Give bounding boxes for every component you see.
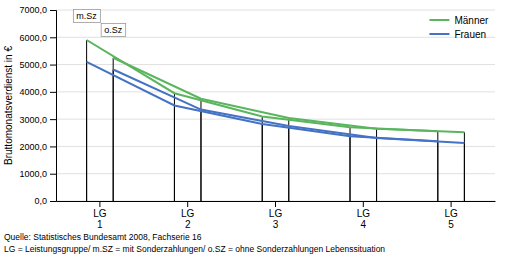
annotation: o.Sz	[101, 24, 126, 37]
drop-line	[113, 58, 114, 201]
y-tick-mark	[50, 37, 56, 38]
grid-line	[56, 173, 495, 174]
drop-line	[174, 106, 175, 202]
y-tick-label: 3000,0	[19, 115, 47, 125]
footnotes: Quelle: Statistisches Bundesamt 2008, Fa…	[4, 232, 385, 254]
drop-line	[200, 110, 201, 201]
y-tick-mark	[50, 174, 56, 175]
y-tick-label: 2000,0	[19, 142, 47, 152]
grid-line	[56, 10, 495, 11]
grid-line	[56, 37, 495, 38]
drop-line	[464, 143, 465, 201]
drop-line	[350, 136, 351, 201]
y-tick: 1000,0	[19, 169, 56, 179]
y-tick-mark	[50, 119, 56, 120]
x-axis: LG1 LG2 LG3 LG4 LG5	[57, 201, 496, 230]
legend-item: Männer	[429, 15, 489, 26]
drop-line	[174, 93, 175, 201]
legend-swatch	[429, 33, 449, 35]
y-tick: 4000,0	[19, 87, 56, 97]
legend-label: Frauen	[454, 29, 486, 40]
drop-line	[86, 40, 87, 201]
y-tick: 3000,0	[19, 115, 56, 125]
x-tick-mark	[187, 201, 188, 207]
drop-line	[376, 129, 377, 201]
chart: 0,0 1000,0 2000,0 3000,0 4000,0 5000,0 6000,0 7…	[0, 0, 505, 257]
grid-line	[56, 91, 495, 92]
y-axis-line	[50, 11, 57, 202]
drop-line	[288, 126, 289, 201]
y-tick-mark	[50, 146, 56, 147]
x-tick-mark	[99, 201, 100, 207]
y-tick: 5000,0	[19, 60, 56, 70]
y-tick-label: 5000,0	[19, 60, 47, 70]
y-axis-title: Bruttomonatsverdienst in €	[3, 46, 14, 165]
x-tick: LG5	[444, 201, 458, 230]
y-tick-mark	[50, 201, 56, 202]
y-tick-label: 7000,0	[19, 5, 47, 15]
annotations: m.Sz o.Sz	[73, 10, 125, 37]
legend: Männer Frauen	[429, 15, 489, 40]
annotation: m.Sz	[73, 10, 100, 23]
drop-line	[200, 99, 201, 201]
y-tick-label: 6000,0	[19, 33, 47, 43]
y-tick-label: 4000,0	[19, 87, 47, 97]
y-tick-mark	[50, 92, 56, 93]
drop-lines	[87, 40, 465, 201]
drop-line	[350, 127, 351, 201]
series-line	[87, 40, 438, 131]
x-tick: LG4	[357, 201, 371, 230]
drop-line	[86, 62, 87, 201]
y-tick-label: 0,0	[34, 196, 47, 206]
drop-line	[262, 124, 263, 201]
drop-line	[288, 118, 289, 201]
legend-swatch	[429, 19, 449, 21]
y-tick-mark	[50, 10, 56, 11]
annotation-text: m.Sz	[76, 11, 97, 21]
series-line	[87, 62, 438, 141]
grid	[56, 10, 495, 201]
grid-line	[56, 146, 495, 147]
drop-line	[113, 69, 114, 201]
y-tick-label: 1000,0	[19, 169, 47, 179]
x-tick-label: LG2	[181, 208, 195, 230]
footnote: LG = Leistungsgruppe/ m.SZ = mit Sonderz…	[4, 244, 385, 254]
x-tick-mark	[275, 201, 276, 207]
x-tick: LG1	[93, 201, 107, 230]
x-tick: LG2	[181, 201, 195, 230]
x-tick-mark	[363, 201, 364, 207]
x-tick-label: LG1	[93, 208, 107, 230]
lines	[87, 40, 465, 143]
y-tick: 0,0	[34, 196, 56, 206]
drop-line	[376, 138, 377, 201]
annotation-box	[73, 10, 100, 23]
y-axis: 0,0 1000,0 2000,0 3000,0 4000,0 5000,0 6000,0 7…	[19, 5, 56, 206]
y-tick: 2000,0	[19, 142, 56, 152]
plot-area	[87, 40, 465, 201]
series-line	[113, 69, 464, 142]
series-line	[113, 58, 464, 132]
legend-label: Männer	[454, 15, 489, 26]
footnote: Quelle: Statistisches Bundesamt 2008, Fa…	[4, 232, 202, 242]
y-tick: 6000,0	[19, 33, 56, 43]
drop-line	[262, 116, 263, 201]
annotation-box	[101, 24, 126, 37]
y-tick-mark	[50, 65, 56, 66]
annotation-text: o.Sz	[104, 25, 123, 35]
x-tick-label: LG3	[269, 208, 283, 230]
y-tick: 7000,0	[19, 5, 56, 15]
grid-line	[56, 64, 495, 65]
drop-line	[437, 141, 438, 201]
x-tick: LG3	[269, 201, 283, 230]
x-tick-label: LG4	[357, 208, 371, 230]
x-tick-mark	[451, 201, 452, 207]
legend-item: Frauen	[429, 29, 486, 40]
x-tick-label: LG5	[444, 208, 458, 230]
